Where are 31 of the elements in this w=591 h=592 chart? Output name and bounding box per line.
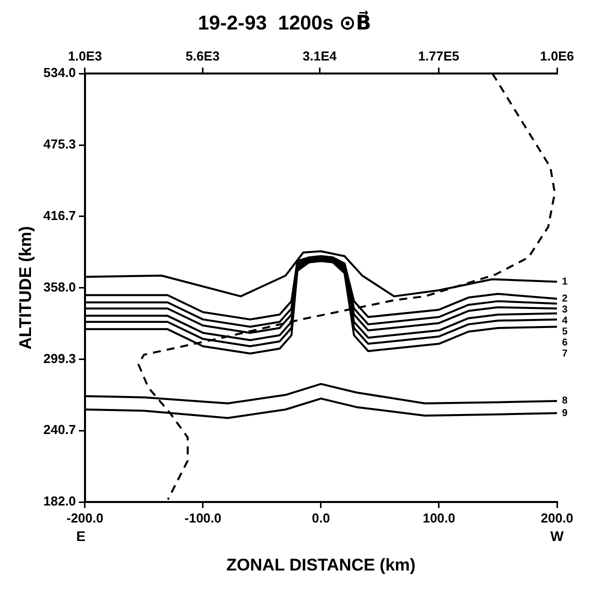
series-label: 2: [562, 294, 568, 305]
y-axis-title: ALTITUDE (km): [16, 226, 35, 350]
x-tick-label: -100.0: [184, 510, 222, 526]
y-tick-label: 240.7: [43, 422, 76, 438]
x-tick-label: 0.0: [312, 510, 330, 526]
x-axis-title: ZONAL DISTANCE (km): [226, 555, 416, 574]
text: E: [76, 528, 86, 544]
x2-tick-label: 5.6E3: [186, 48, 220, 64]
series-label: 6: [562, 338, 568, 349]
x-tick-label: 200.0: [540, 510, 574, 526]
series-label: 3: [562, 304, 568, 316]
y-tick-label: 475.3: [43, 136, 76, 152]
series-label: 1: [562, 276, 568, 288]
y-tick-label: 299.3: [43, 350, 76, 366]
x-tick-label: -200.0: [66, 510, 104, 526]
series-label: 5: [562, 326, 568, 338]
x2-tick-label: 1.0E3: [68, 48, 102, 64]
y-tick-label: 358.0: [43, 279, 76, 294]
series-label: 9: [562, 408, 568, 419]
series-label: 4: [562, 316, 568, 327]
series-label: 8: [562, 396, 568, 407]
y-tick-label: 182.0: [43, 494, 76, 509]
x2-tick-label: 3.1E4: [302, 48, 338, 64]
chart-title: 19-2-93 1200s ⊙B⃗: [198, 10, 372, 35]
y-tick-label: 534.0: [43, 65, 76, 80]
x2-tick-label: 1.0E6: [540, 48, 574, 64]
text: W: [550, 528, 564, 544]
x2-tick-label: 1.77E5: [418, 48, 460, 64]
x-tick-label: 100.0: [422, 510, 456, 526]
text: 7: [562, 348, 568, 360]
y-tick-label: 416.7: [43, 208, 76, 223]
